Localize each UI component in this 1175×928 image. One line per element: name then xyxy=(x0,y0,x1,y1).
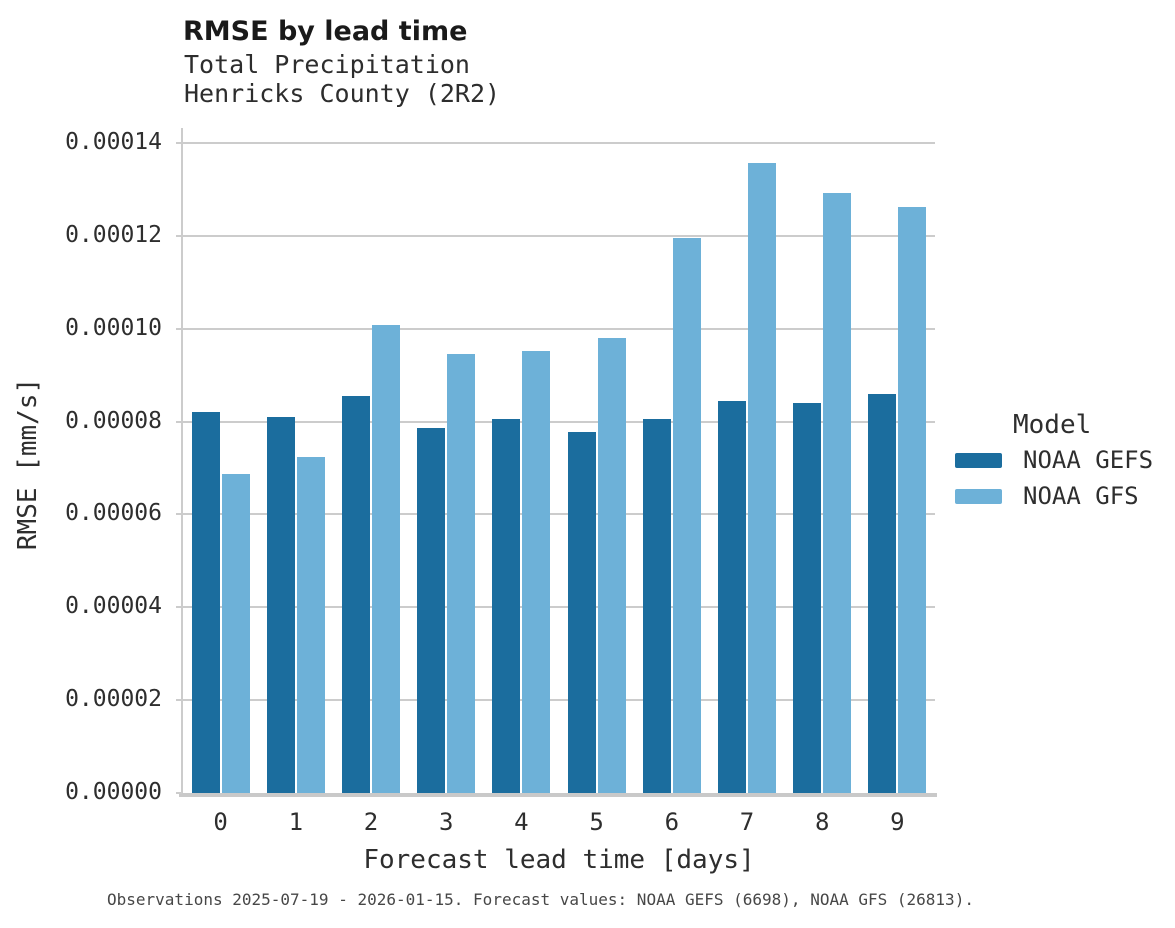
bar-noaa-gfs-day-4 xyxy=(522,351,551,793)
x-tick-label: 5 xyxy=(589,808,604,836)
bar-noaa-gfs-day-6 xyxy=(672,237,701,793)
gridline xyxy=(183,327,935,330)
bar-noaa-gfs-day-2 xyxy=(372,325,400,793)
y-tick-label: 0.00000 xyxy=(65,779,162,805)
x-tick-label: 7 xyxy=(739,808,755,836)
x-tick-label: 9 xyxy=(890,808,905,836)
y-tick-label: 0.00004 xyxy=(65,593,162,620)
bar-noaa-gefs-day-4 xyxy=(492,418,521,793)
caption: Observations 2025-07-19 - 2026-01-15. Fo… xyxy=(107,890,974,909)
bar-noaa-gefs-day-5 xyxy=(567,431,596,793)
y-axis-line xyxy=(181,128,183,796)
y-tick-mark xyxy=(176,606,182,609)
y-tick-label: 0.00014 xyxy=(65,129,162,155)
gridline xyxy=(183,420,935,423)
bar-noaa-gefs-day-0 xyxy=(191,411,220,793)
y-tick-label: 0.00012 xyxy=(65,221,162,248)
bar-noaa-gfs-day-8 xyxy=(823,192,852,793)
bar-noaa-gfs-day-5 xyxy=(597,338,626,793)
legend: Model NOAA GEFS NOAA GFS xyxy=(955,410,1153,524)
bar-noaa-gefs-day-9 xyxy=(868,393,897,793)
y-tick-mark xyxy=(176,792,182,794)
y-tick-mark xyxy=(176,513,182,516)
y-tick-label: 0.00006 xyxy=(65,500,162,527)
x-axis-label: Forecast lead time [days] xyxy=(363,845,755,875)
gridline xyxy=(183,234,935,237)
gridline xyxy=(183,606,935,609)
x-tick-label: 6 xyxy=(664,808,680,836)
bar-noaa-gefs-day-2 xyxy=(342,395,370,793)
legend-swatch-noaa-gfs xyxy=(955,488,1002,504)
x-axis-line xyxy=(179,793,937,797)
y-tick-label: 0.00008 xyxy=(65,407,162,434)
x-tick-label: 8 xyxy=(814,808,830,836)
x-tick-label: 3 xyxy=(438,808,454,836)
y-tick-mark xyxy=(176,234,182,237)
bar-noaa-gfs-day-3 xyxy=(447,353,476,793)
legend-swatch-noaa-gefs xyxy=(955,452,1002,468)
bar-noaa-gfs-day-0 xyxy=(221,473,250,793)
bar-noaa-gfs-day-1 xyxy=(296,456,325,793)
x-tick-label: 1 xyxy=(288,808,304,836)
y-tick-mark xyxy=(176,327,182,330)
bar-noaa-gfs-day-7 xyxy=(748,162,776,793)
legend-item-noaa-gfs: NOAA GFS xyxy=(955,482,1153,510)
gridline xyxy=(183,699,935,702)
bar-noaa-gefs-day-3 xyxy=(417,427,446,793)
bar-noaa-gefs-day-7 xyxy=(718,400,746,793)
gridline xyxy=(183,142,935,144)
y-tick-label: 0.00002 xyxy=(65,686,162,713)
x-tick-label: 0 xyxy=(213,808,228,836)
bar-noaa-gefs-day-8 xyxy=(793,402,822,793)
chart-subtitle-line-1: Total Precipitation xyxy=(184,50,470,79)
y-tick-mark xyxy=(176,420,182,423)
legend-label-noaa-gefs: NOAA GEFS xyxy=(1023,446,1154,474)
bar-noaa-gefs-day-6 xyxy=(642,418,671,793)
gridline xyxy=(183,513,935,516)
chart-title: RMSE by lead time xyxy=(183,16,468,47)
chart-subtitle-line-2: Henricks County (2R2) xyxy=(184,79,501,108)
bar-noaa-gfs-day-9 xyxy=(898,206,927,793)
y-tick-mark xyxy=(176,142,182,144)
legend-title: Model xyxy=(1013,410,1092,440)
chart-subtitle: Total Precipitation Henricks County (2R2) xyxy=(184,50,500,108)
y-tick-mark xyxy=(176,699,182,702)
legend-label-noaa-gfs: NOAA GFS xyxy=(1023,482,1139,510)
x-tick-label: 4 xyxy=(514,808,529,836)
x-tick-label: 2 xyxy=(363,808,379,836)
bar-noaa-gefs-day-1 xyxy=(266,416,295,793)
y-tick-label: 0.00010 xyxy=(65,314,162,341)
plot-area xyxy=(183,128,935,793)
legend-item-noaa-gefs: NOAA GEFS xyxy=(955,446,1153,474)
